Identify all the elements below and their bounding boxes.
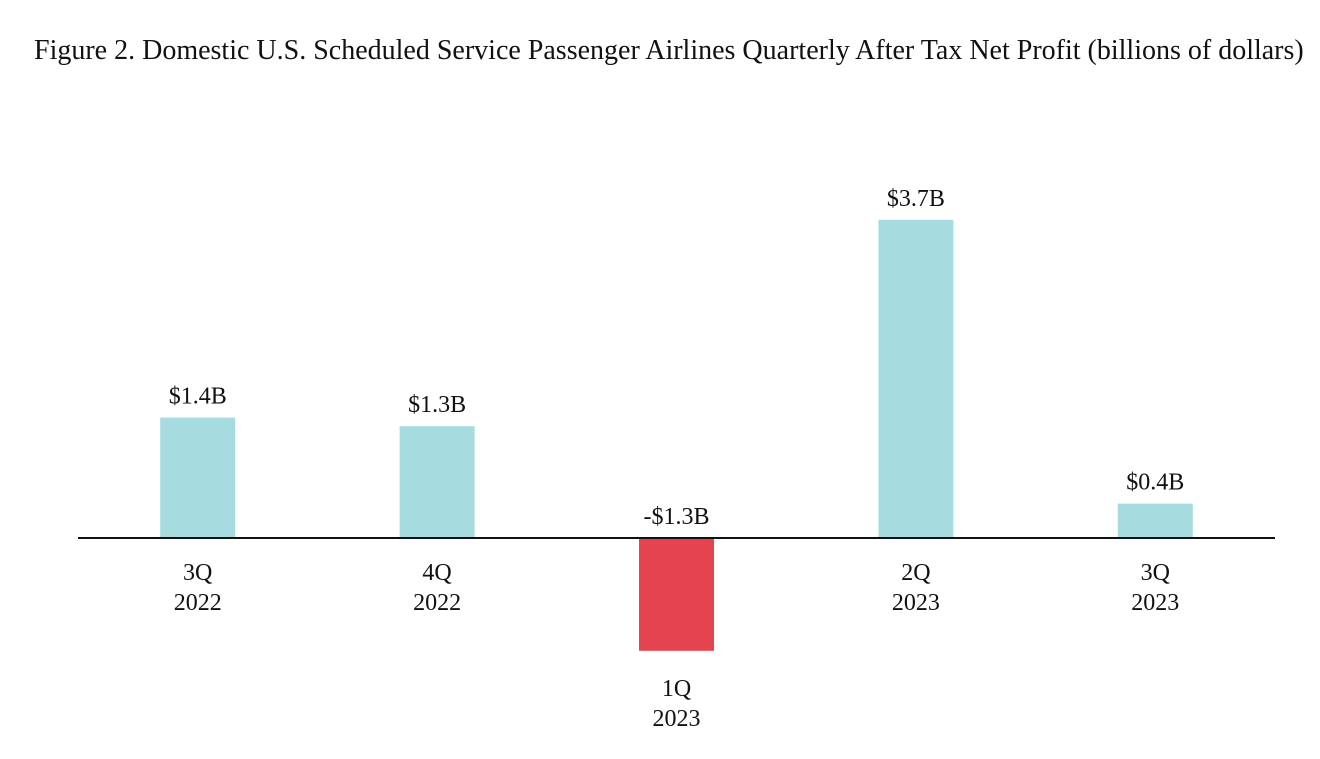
bar-5 [1117,503,1193,538]
data-label-3: -$1.3B [644,504,710,530]
labels-layer: $1.4B 3Q 2022 $1.3B 4Q 2022 -$1.3B 1Q 2023 $3.7B 2… [169,186,1185,732]
bar-3 [639,539,714,651]
bar-1 [160,417,236,538]
category-year-label-3: 2023 [653,706,701,732]
data-label-4: $3.7B [887,186,945,212]
category-quarter-label-4: 2Q [901,560,930,586]
category-year-label-5: 2023 [1131,590,1179,616]
category-quarter-label-1: 3Q [183,560,212,586]
data-label-2: $1.3B [408,392,466,418]
category-quarter-label-5: 3Q [1141,560,1170,586]
bar-4 [878,219,954,539]
bar-2 [399,426,475,538]
category-year-label-4: 2023 [892,590,940,616]
category-quarter-label-2: 4Q [422,560,451,586]
data-label-1: $1.4B [169,384,227,410]
category-year-label-1: 2022 [174,590,222,616]
data-label-5: $0.4B [1126,470,1184,496]
bars-layer [160,219,1193,651]
category-year-label-2: 2022 [413,590,461,616]
category-quarter-label-3: 1Q [662,676,691,702]
chart-title: Figure 2. Domestic U.S. Scheduled Servic… [34,35,1304,66]
